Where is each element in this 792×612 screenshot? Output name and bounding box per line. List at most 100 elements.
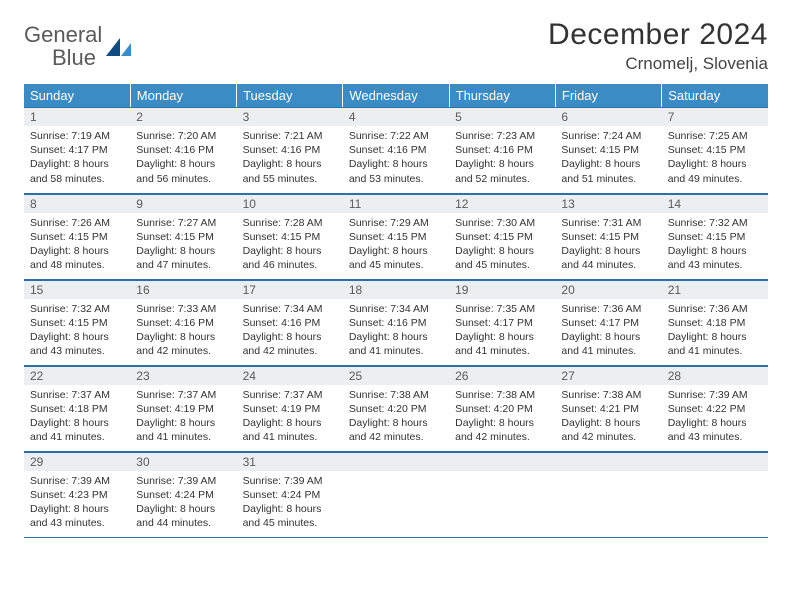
- day-number: 6: [555, 107, 661, 126]
- day-content: Sunrise: 7:32 AMSunset: 4:15 PMDaylight:…: [24, 299, 130, 363]
- daylight-line: Daylight: 8 hours and 58 minutes.: [30, 157, 124, 185]
- day-number: 16: [130, 280, 236, 299]
- sunset-line: Sunset: 4:15 PM: [30, 316, 124, 330]
- day-number: 1: [24, 107, 130, 126]
- calendar-day-cell: 9Sunrise: 7:27 AMSunset: 4:15 PMDaylight…: [130, 193, 236, 279]
- day-number: 17: [237, 280, 343, 299]
- calendar-day-cell: 31Sunrise: 7:39 AMSunset: 4:24 PMDayligh…: [237, 451, 343, 537]
- daylight-line: Daylight: 8 hours and 41 minutes.: [30, 416, 124, 444]
- daylight-line: Daylight: 8 hours and 46 minutes.: [243, 244, 337, 272]
- day-number: [555, 452, 661, 471]
- day-content: Sunrise: 7:35 AMSunset: 4:17 PMDaylight:…: [449, 299, 555, 363]
- daylight-line: Daylight: 8 hours and 42 minutes.: [455, 416, 549, 444]
- calendar-grid: Sunday Monday Tuesday Wednesday Thursday…: [24, 84, 768, 538]
- sunrise-line: Sunrise: 7:39 AM: [136, 474, 230, 488]
- brand-logo-text: General Blue: [24, 24, 102, 70]
- daylight-line: Daylight: 8 hours and 42 minutes.: [561, 416, 655, 444]
- daylight-line: Daylight: 8 hours and 44 minutes.: [561, 244, 655, 272]
- calendar-day-cell: 20Sunrise: 7:36 AMSunset: 4:17 PMDayligh…: [555, 279, 661, 365]
- day-number: [449, 452, 555, 471]
- day-number: [343, 452, 449, 471]
- daylight-line: Daylight: 8 hours and 41 minutes.: [243, 416, 337, 444]
- calendar-day-cell: 23Sunrise: 7:37 AMSunset: 4:19 PMDayligh…: [130, 365, 236, 451]
- day-content: Sunrise: 7:34 AMSunset: 4:16 PMDaylight:…: [343, 299, 449, 363]
- sunset-line: Sunset: 4:24 PM: [243, 488, 337, 502]
- calendar-day-cell: 8Sunrise: 7:26 AMSunset: 4:15 PMDaylight…: [24, 193, 130, 279]
- day-content: Sunrise: 7:21 AMSunset: 4:16 PMDaylight:…: [237, 126, 343, 190]
- daylight-line: Daylight: 8 hours and 43 minutes.: [30, 502, 124, 530]
- calendar-day-cell: 4Sunrise: 7:22 AMSunset: 4:16 PMDaylight…: [343, 107, 449, 193]
- day-number: 2: [130, 107, 236, 126]
- day-content: Sunrise: 7:23 AMSunset: 4:16 PMDaylight:…: [449, 126, 555, 190]
- calendar-day-cell: 16Sunrise: 7:33 AMSunset: 4:16 PMDayligh…: [130, 279, 236, 365]
- calendar-day-cell: 5Sunrise: 7:23 AMSunset: 4:16 PMDaylight…: [449, 107, 555, 193]
- sunset-line: Sunset: 4:18 PM: [30, 402, 124, 416]
- calendar-day-cell: 24Sunrise: 7:37 AMSunset: 4:19 PMDayligh…: [237, 365, 343, 451]
- calendar-day-cell: 18Sunrise: 7:34 AMSunset: 4:16 PMDayligh…: [343, 279, 449, 365]
- calendar-day-cell: [343, 451, 449, 537]
- calendar-day-cell: 2Sunrise: 7:20 AMSunset: 4:16 PMDaylight…: [130, 107, 236, 193]
- calendar-week-row: 29Sunrise: 7:39 AMSunset: 4:23 PMDayligh…: [24, 451, 768, 537]
- day-number: 19: [449, 280, 555, 299]
- sunset-line: Sunset: 4:16 PM: [243, 143, 337, 157]
- sunset-line: Sunset: 4:15 PM: [349, 230, 443, 244]
- day-number: 3: [237, 107, 343, 126]
- sunset-line: Sunset: 4:16 PM: [455, 143, 549, 157]
- sunrise-line: Sunrise: 7:36 AM: [561, 302, 655, 316]
- sunset-line: Sunset: 4:20 PM: [349, 402, 443, 416]
- sunrise-line: Sunrise: 7:29 AM: [349, 216, 443, 230]
- sunrise-line: Sunrise: 7:37 AM: [136, 388, 230, 402]
- day-content: Sunrise: 7:38 AMSunset: 4:21 PMDaylight:…: [555, 385, 661, 449]
- calendar-day-cell: [555, 451, 661, 537]
- day-content: Sunrise: 7:22 AMSunset: 4:16 PMDaylight:…: [343, 126, 449, 190]
- daylight-line: Daylight: 8 hours and 48 minutes.: [30, 244, 124, 272]
- day-number: 14: [662, 194, 768, 213]
- calendar-day-cell: [662, 451, 768, 537]
- day-number: 29: [24, 452, 130, 471]
- calendar-day-cell: 28Sunrise: 7:39 AMSunset: 4:22 PMDayligh…: [662, 365, 768, 451]
- daylight-line: Daylight: 8 hours and 41 minutes.: [136, 416, 230, 444]
- daylight-line: Daylight: 8 hours and 43 minutes.: [30, 330, 124, 358]
- day-number: [662, 452, 768, 471]
- daylight-line: Daylight: 8 hours and 44 minutes.: [136, 502, 230, 530]
- daylight-line: Daylight: 8 hours and 41 minutes.: [561, 330, 655, 358]
- daylight-line: Daylight: 8 hours and 45 minutes.: [349, 244, 443, 272]
- calendar-day-cell: 15Sunrise: 7:32 AMSunset: 4:15 PMDayligh…: [24, 279, 130, 365]
- calendar-day-cell: 14Sunrise: 7:32 AMSunset: 4:15 PMDayligh…: [662, 193, 768, 279]
- daylight-line: Daylight: 8 hours and 42 minutes.: [136, 330, 230, 358]
- sunset-line: Sunset: 4:17 PM: [30, 143, 124, 157]
- daylight-line: Daylight: 8 hours and 41 minutes.: [455, 330, 549, 358]
- calendar-day-cell: [449, 451, 555, 537]
- sunset-line: Sunset: 4:19 PM: [243, 402, 337, 416]
- brand-sail-icon: [106, 38, 132, 58]
- sunset-line: Sunset: 4:19 PM: [136, 402, 230, 416]
- calendar-document: General Blue December 2024 Crnomelj, Slo…: [0, 0, 792, 548]
- sunrise-line: Sunrise: 7:39 AM: [243, 474, 337, 488]
- sunset-line: Sunset: 4:22 PM: [668, 402, 762, 416]
- day-number: 13: [555, 194, 661, 213]
- daylight-line: Daylight: 8 hours and 42 minutes.: [349, 416, 443, 444]
- day-number: 4: [343, 107, 449, 126]
- sunset-line: Sunset: 4:21 PM: [561, 402, 655, 416]
- weekday-header: Saturday: [662, 84, 768, 107]
- sunset-line: Sunset: 4:23 PM: [30, 488, 124, 502]
- sunset-line: Sunset: 4:16 PM: [136, 316, 230, 330]
- sunrise-line: Sunrise: 7:25 AM: [668, 129, 762, 143]
- daylight-line: Daylight: 8 hours and 49 minutes.: [668, 157, 762, 185]
- daylight-line: Daylight: 8 hours and 42 minutes.: [243, 330, 337, 358]
- calendar-day-cell: 25Sunrise: 7:38 AMSunset: 4:20 PMDayligh…: [343, 365, 449, 451]
- sunset-line: Sunset: 4:16 PM: [136, 143, 230, 157]
- calendar-body: 1Sunrise: 7:19 AMSunset: 4:17 PMDaylight…: [24, 107, 768, 537]
- calendar-day-cell: 6Sunrise: 7:24 AMSunset: 4:15 PMDaylight…: [555, 107, 661, 193]
- sunset-line: Sunset: 4:20 PM: [455, 402, 549, 416]
- day-content: Sunrise: 7:30 AMSunset: 4:15 PMDaylight:…: [449, 213, 555, 277]
- day-number: 28: [662, 366, 768, 385]
- day-content: Sunrise: 7:36 AMSunset: 4:17 PMDaylight:…: [555, 299, 661, 363]
- daylight-line: Daylight: 8 hours and 55 minutes.: [243, 157, 337, 185]
- day-content: [555, 471, 661, 531]
- daylight-line: Daylight: 8 hours and 56 minutes.: [136, 157, 230, 185]
- daylight-line: Daylight: 8 hours and 41 minutes.: [349, 330, 443, 358]
- sunset-line: Sunset: 4:24 PM: [136, 488, 230, 502]
- daylight-line: Daylight: 8 hours and 41 minutes.: [668, 330, 762, 358]
- weekday-header: Wednesday: [343, 84, 449, 107]
